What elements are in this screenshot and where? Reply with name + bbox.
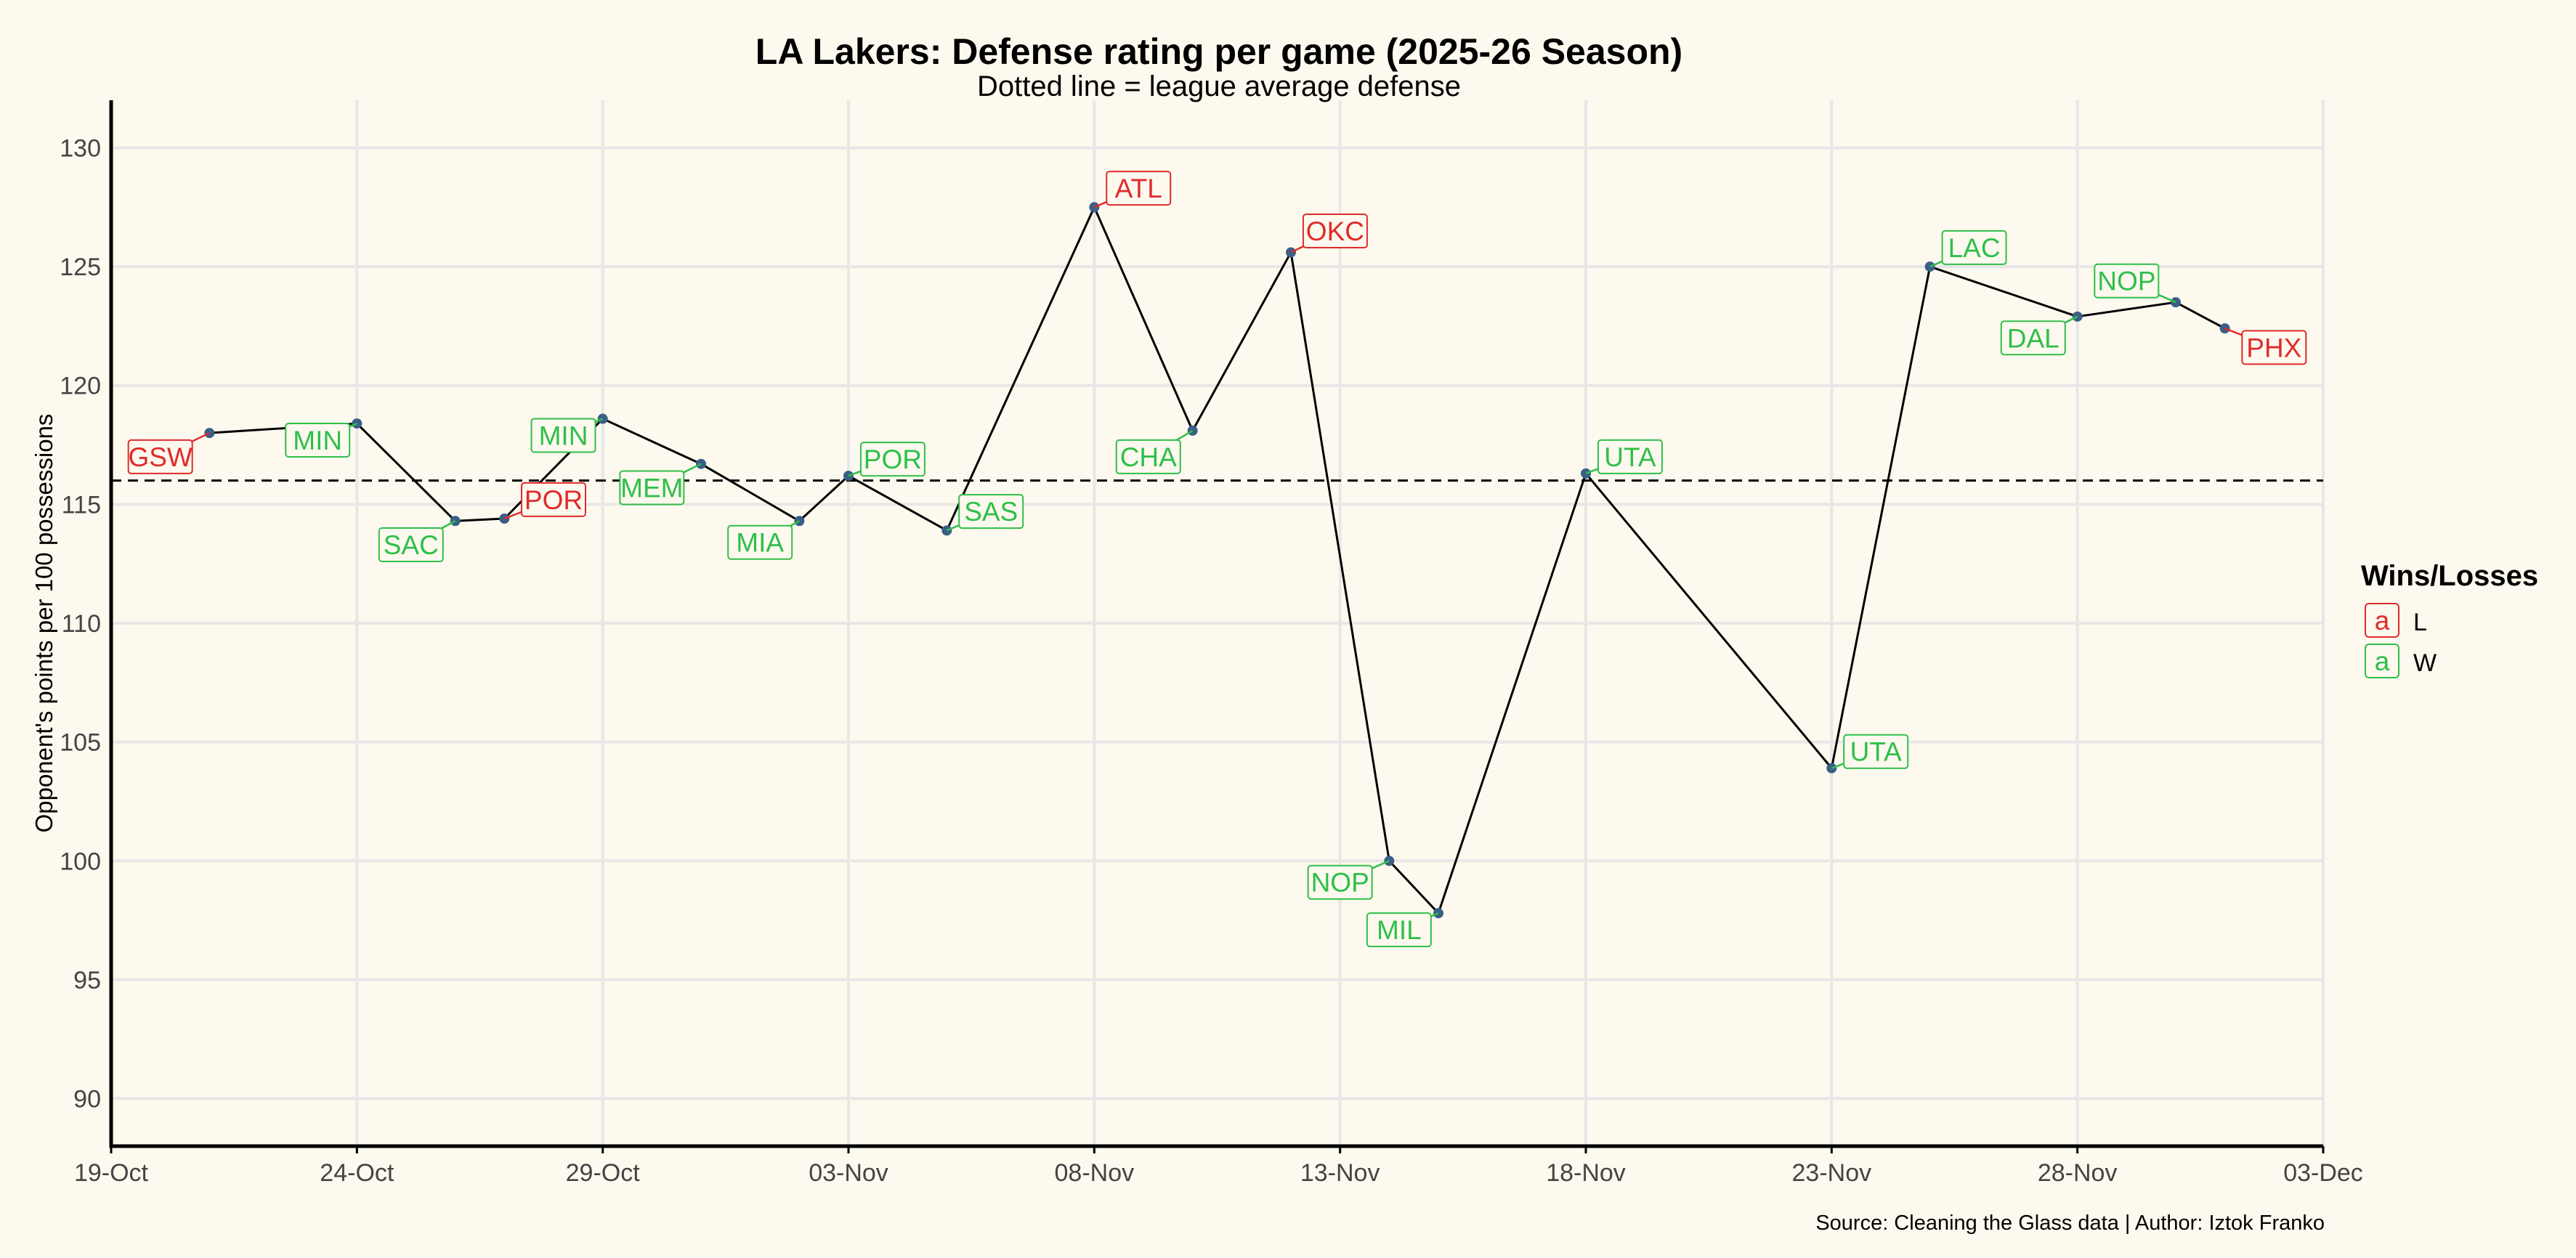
x-tick-label: 24-Oct — [320, 1159, 394, 1187]
game-label-phx: PHX — [2246, 333, 2301, 362]
x-tick-label: 03-Nov — [809, 1159, 888, 1187]
game-label-box — [1366, 912, 1432, 948]
game-label-min: MIN — [293, 426, 342, 455]
game-label-box — [2000, 320, 2066, 356]
game-label-uta: UTA — [1850, 737, 1903, 767]
game-label-mia: MIA — [736, 528, 784, 558]
axes: 90 95 100 105 110 115 120 125 130 19-Oct 24-Oct 29-… — [60, 100, 2363, 1187]
game-label-box — [1302, 214, 1368, 248]
y-tick-label: 90 — [73, 1086, 101, 1113]
game-label-nop: NOP — [1311, 868, 1369, 898]
legend-key-symbol: a — [2375, 606, 2390, 636]
y-tick-label: 130 — [60, 134, 101, 162]
game-label-nop: NOP — [2097, 267, 2155, 296]
game-label-mem: MEM — [620, 473, 683, 503]
game-label-lac: LAC — [1948, 233, 2001, 263]
grid — [110, 100, 2325, 1146]
game-label-dal: DAL — [2007, 323, 2059, 353]
game-label-sac: SAC — [384, 530, 439, 560]
legend-key-box — [2365, 644, 2399, 678]
game-label-okc: OKC — [1306, 216, 1364, 246]
y-axis-label: Opponent's points per 100 possessions — [31, 414, 57, 833]
y-tick-label: 105 — [60, 729, 101, 757]
chart-subtitle: Dotted line = league average defense — [977, 70, 1461, 102]
x-tick-label: 23-Nov — [1792, 1159, 1872, 1187]
y-tick-label: 125 — [60, 253, 101, 281]
game-label-sas: SAS — [964, 497, 1018, 527]
game-label-box — [521, 482, 586, 517]
x-tick-label: 28-Nov — [2038, 1159, 2118, 1187]
game-label-mil: MIL — [1377, 915, 1422, 945]
game-label-box — [727, 524, 793, 560]
chart-title: LA Lakers: Defense rating per game (2025… — [756, 31, 1682, 72]
game-label-atl: ATL — [1115, 174, 1162, 203]
y-tick-label: 120 — [60, 373, 101, 400]
game-label-uta: UTA — [1604, 442, 1656, 472]
y-tick-label: 115 — [62, 491, 101, 519]
legend-title: Wins/Losses — [2361, 560, 2538, 592]
legend: Wins/Losses a La W — [2361, 560, 2538, 678]
x-tick-label: 18-Nov — [1546, 1159, 1626, 1187]
game-label-box — [1941, 230, 2007, 265]
chart-caption: Source: Cleaning the Glass data | Author… — [1815, 1212, 2325, 1235]
game-label-box — [1307, 864, 1373, 900]
legend-label-l: L — [2413, 609, 2427, 636]
game-label-por: POR — [864, 445, 922, 474]
x-tick-label: 08-Nov — [1055, 1159, 1135, 1187]
x-tick-label: 03-Dec — [2283, 1159, 2363, 1187]
game-label-box — [2094, 263, 2160, 299]
game-label-box — [2241, 330, 2307, 365]
x-tick-label: 13-Nov — [1300, 1159, 1380, 1187]
game-label-box — [958, 494, 1024, 529]
game-label-cha: CHA — [1120, 442, 1177, 472]
game-label-box — [378, 527, 444, 562]
game-label-por: POR — [524, 485, 583, 515]
x-tick-label: 29-Oct — [566, 1159, 641, 1187]
y-tick-label: 100 — [60, 848, 101, 875]
game-label-box — [530, 418, 596, 453]
game-label-box — [285, 423, 351, 458]
game-label-box — [619, 470, 685, 506]
legend-label-w: W — [2413, 649, 2437, 677]
x-tick-label: 19-Oct — [74, 1159, 149, 1187]
game-label-box — [859, 442, 926, 477]
defense-rating-line — [209, 206, 2226, 914]
game-labels: GSW MIN SAC POR MIN MEM MIA POR SAS ATL CHA OKC NOP M… — [127, 171, 2307, 948]
game-label-box — [1106, 171, 1172, 206]
legend-key-symbol: a — [2375, 646, 2390, 676]
game-label-box — [127, 439, 193, 474]
game-label-box — [1115, 439, 1181, 474]
game-label-min: MIN — [539, 421, 588, 450]
y-tick-label: 95 — [73, 967, 101, 994]
game-label-box — [1597, 439, 1663, 474]
legend-key-box — [2365, 603, 2399, 638]
series — [204, 202, 2230, 919]
game-label-gsw: GSW — [128, 442, 192, 472]
y-tick-label: 110 — [62, 610, 101, 638]
game-label-box — [1843, 734, 1909, 769]
